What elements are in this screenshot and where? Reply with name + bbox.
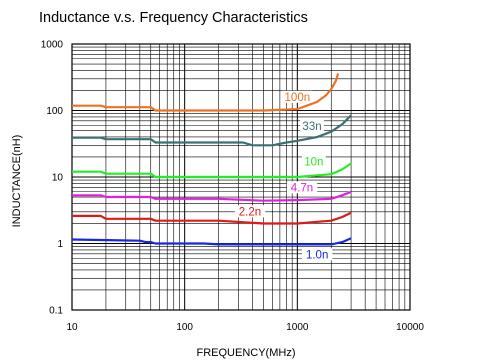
series-label-bg — [301, 248, 333, 261]
x-tick-label: 10000 — [396, 322, 424, 333]
series-line-2.2n — [72, 211, 352, 225]
series-label-bg — [282, 90, 313, 103]
y-tick-label: 1 — [57, 239, 63, 250]
series-line-100n — [72, 73, 340, 112]
series-label-1.0n: 1.0n — [306, 249, 328, 261]
y-tick-label: 0.1 — [49, 306, 63, 317]
series-label-33n: 33n — [302, 121, 321, 133]
series-label-10n: 10n — [304, 156, 323, 168]
series-labels: 100n 33n 10n 4.7n 2.2n 1.0n — [234, 90, 333, 261]
series-label-bg — [234, 205, 266, 218]
y-axis-label: INDUCTANCE(nH) — [11, 135, 23, 228]
tick-labels: 10 100 1000 10000 0.1 1 10 100 1000 — [41, 40, 425, 334]
series-line-10n — [72, 162, 352, 179]
y-tick-label: 100 — [46, 106, 63, 117]
x-tick-label: 10 — [66, 322, 78, 333]
series-line-33n — [72, 114, 352, 147]
series-label-bg — [301, 155, 326, 168]
x-tick-label: 1000 — [286, 322, 309, 333]
chart-title: Inductance v.s. Frequency Characteristic… — [39, 10, 308, 26]
x-tick-label: 100 — [176, 322, 193, 333]
plot-frame — [71, 43, 411, 311]
series-label-100n: 100n — [285, 92, 311, 104]
series-label-2.2n: 2.2n — [239, 206, 261, 218]
y-tick-label: 1000 — [41, 40, 64, 51]
y-tick-label: 10 — [52, 173, 64, 184]
series-line-4.7n — [72, 190, 352, 202]
series-label-4.7n: 4.7n — [291, 182, 313, 194]
x-axis-label: FREQUENCY(MHz) — [197, 347, 296, 359]
series-line-1.0n — [71, 237, 352, 246]
series-lines — [71, 73, 352, 246]
series-label-bg — [300, 119, 324, 132]
series-label-bg — [286, 181, 318, 194]
